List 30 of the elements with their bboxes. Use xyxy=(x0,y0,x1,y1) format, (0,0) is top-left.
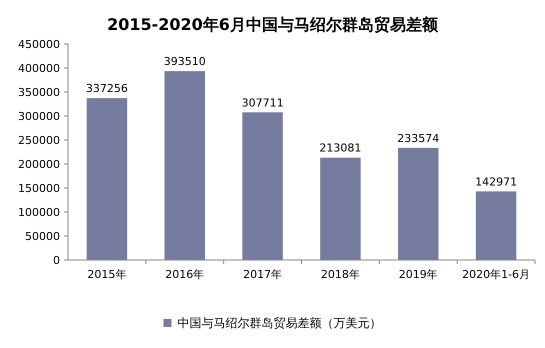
bar xyxy=(242,112,283,260)
y-tick-label: 0 xyxy=(53,254,60,267)
y-tick-label: 300000 xyxy=(18,110,60,123)
data-label: 213081 xyxy=(319,142,362,155)
bar xyxy=(164,71,205,260)
x-tick-label: 2020年1-6月 xyxy=(462,268,530,281)
y-tick-label: 400000 xyxy=(18,62,60,75)
data-label: 337256 xyxy=(86,82,128,96)
chart-title: 2015-2020年6月中国与马绍尔群岛贸易差额 xyxy=(107,15,439,34)
data-label: 307711 xyxy=(242,96,284,110)
data-label: 393510 xyxy=(164,55,206,68)
y-tick-label: 450000 xyxy=(18,38,60,51)
x-tick-label: 2016年 xyxy=(165,268,204,281)
bar xyxy=(320,158,361,260)
bar xyxy=(476,191,516,260)
x-tick-label: 2015年 xyxy=(87,268,126,281)
y-tick-label: 350000 xyxy=(18,86,60,99)
y-tick-label: 250000 xyxy=(18,134,60,147)
y-tick-label: 200000 xyxy=(18,158,60,171)
y-tick-label: 100000 xyxy=(18,206,60,219)
bar xyxy=(86,98,128,260)
bar xyxy=(398,148,438,260)
x-tick-label: 2019年 xyxy=(398,268,438,281)
x-tick-label: 2018年 xyxy=(320,268,360,281)
data-label: 142971 xyxy=(475,175,518,188)
y-tick-label: 150000 xyxy=(18,182,60,195)
data-label: 233574 xyxy=(397,132,440,145)
legend-label: 中国与马绍尔群岛贸易差额（万美元） xyxy=(178,316,382,330)
x-tick-label: 2017年 xyxy=(243,268,282,281)
y-tick-label: 50000 xyxy=(25,230,60,243)
